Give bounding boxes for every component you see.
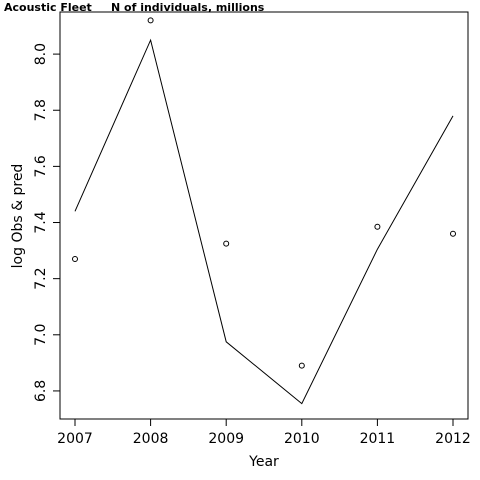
- predicted-line: [74, 38, 454, 405]
- x-tick-label: 2008: [133, 431, 169, 447]
- y-tick-label: 7.2: [33, 268, 49, 290]
- observed-point: [72, 256, 78, 263]
- observed-point: [450, 230, 456, 237]
- x-axis: 2007 2008 2009 2010 2011 2012: [57, 418, 471, 447]
- y-tick-label: 7.4: [33, 211, 49, 233]
- x-tick-label: 2007: [57, 431, 93, 447]
- x-tick-label: 2011: [360, 431, 396, 447]
- x-axis-label: Year: [248, 454, 279, 470]
- y-tick-label: 7.0: [33, 324, 49, 346]
- x-tick-label: 2010: [284, 431, 320, 447]
- y-axis-label: log Obs & pred: [10, 164, 26, 269]
- y-tick-label: 8.0: [33, 43, 49, 65]
- x-tick-label: 2009: [208, 431, 244, 447]
- y-tick-label: 7.6: [33, 155, 49, 177]
- observed-point: [298, 362, 305, 369]
- x-tick-label: 2012: [435, 431, 471, 447]
- observed-point: [223, 240, 230, 247]
- observed-point: [374, 223, 381, 230]
- chart-subtitle: N of individuals, millions: [111, 1, 265, 14]
- chart-title: Acoustic Fleet: [4, 1, 92, 14]
- series-layer: [72, 17, 456, 405]
- plot-area-frame: [59, 11, 469, 420]
- y-tick-label: 6.8: [33, 380, 49, 402]
- observed-point: [147, 17, 154, 24]
- y-tick-label: 7.8: [33, 99, 49, 121]
- y-axis: 6.8 7.0 7.2 7.4 7.6 7.8 8.0: [33, 43, 61, 402]
